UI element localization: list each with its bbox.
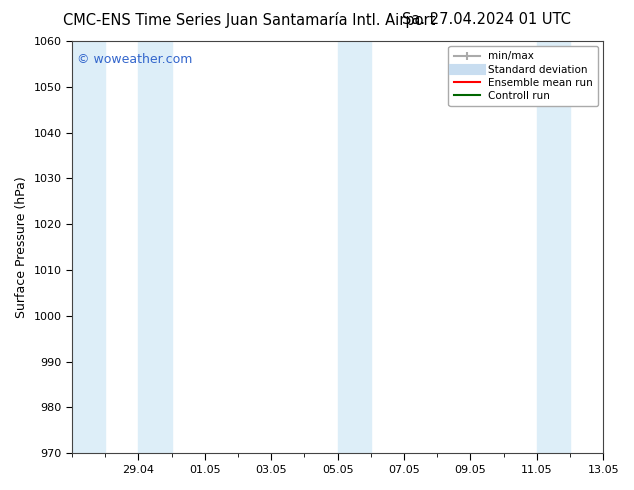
Text: CMC-ENS Time Series Juan Santamaría Intl. Airport: CMC-ENS Time Series Juan Santamaría Intl…: [63, 12, 436, 28]
Text: © woweather.com: © woweather.com: [77, 53, 193, 67]
Bar: [72, 41, 105, 453]
Bar: [338, 41, 371, 453]
Bar: [537, 41, 570, 453]
Bar: [138, 41, 172, 453]
Text: Sa. 27.04.2024 01 UTC: Sa. 27.04.2024 01 UTC: [402, 12, 571, 27]
Y-axis label: Surface Pressure (hPa): Surface Pressure (hPa): [15, 176, 28, 318]
Legend: min/max, Standard deviation, Ensemble mean run, Controll run: min/max, Standard deviation, Ensemble me…: [448, 46, 598, 106]
